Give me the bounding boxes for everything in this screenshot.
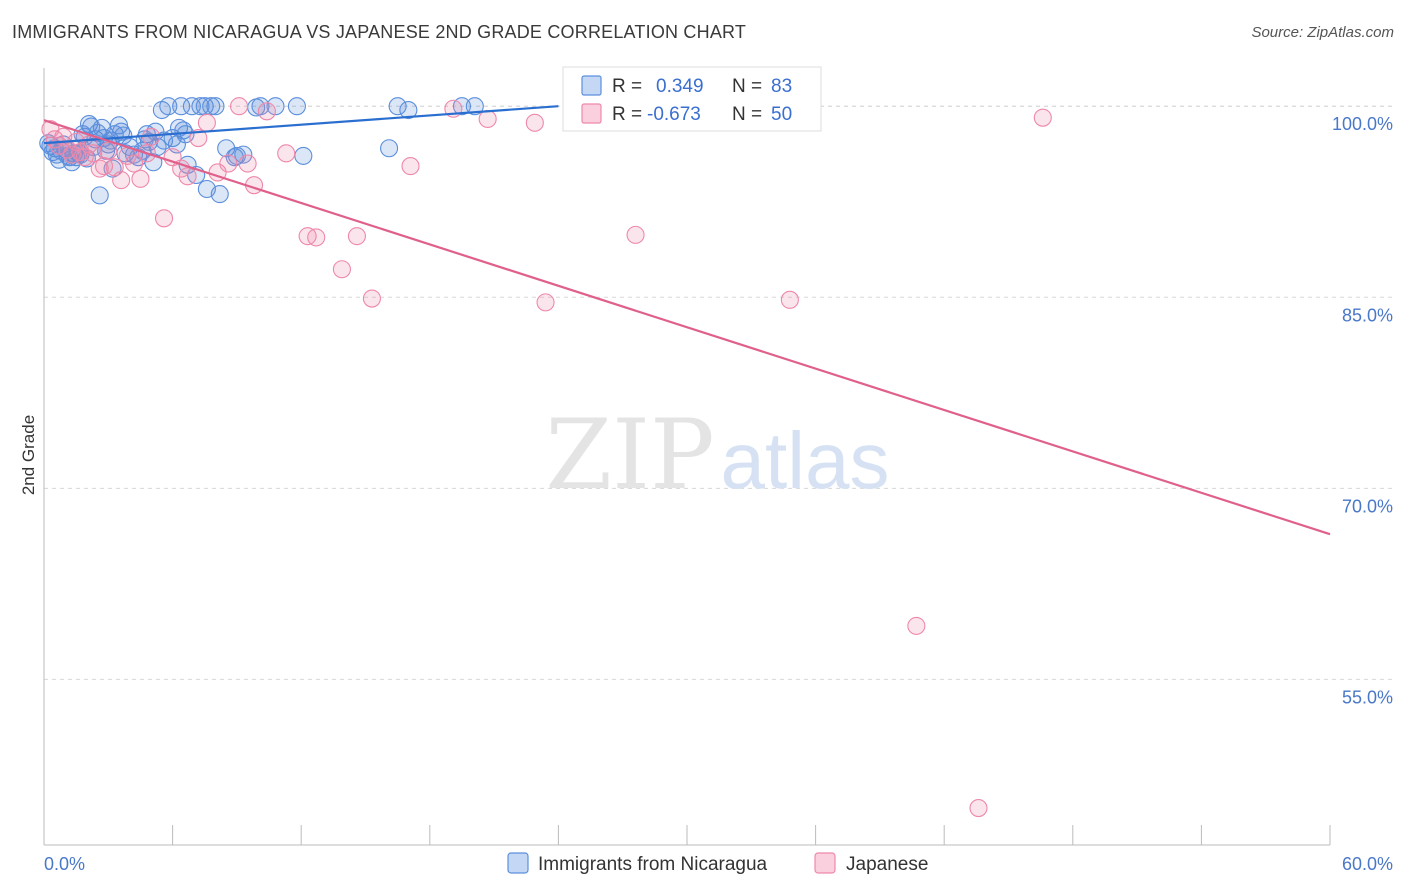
point-japanese — [189, 129, 208, 148]
legend-swatch-pink — [581, 103, 602, 124]
point-japanese — [257, 102, 276, 121]
legend-r-value-pink: -0.673 — [647, 104, 701, 125]
point-japanese — [229, 97, 249, 116]
point-japanese — [154, 209, 174, 228]
bottom-legend-swatch-pink — [814, 852, 836, 874]
y-tick-label: 85.0% — [1342, 305, 1393, 325]
point-nicaragua — [388, 97, 407, 116]
watermark: ZIP atlas — [545, 399, 889, 511]
point-nicaragua — [206, 97, 225, 116]
trendline-nicaragua — [43, 105, 559, 145]
axes-layer: 100.0% 85.0% 70.0% 55.0% 0.0% 60.0% — [43, 68, 1393, 874]
y-tick-label: 55.0% — [1342, 687, 1393, 707]
point-japanese — [307, 228, 326, 247]
legend-swatch-blue — [581, 75, 602, 96]
watermark-atlas: atlas — [721, 416, 890, 505]
point-nicaragua — [234, 145, 253, 164]
point-nicaragua — [210, 185, 229, 204]
point-japanese — [626, 225, 645, 244]
source-credit: Source: ZipAtlas.com — [1251, 24, 1394, 41]
legend-n-value-pink: 50 — [771, 104, 792, 125]
point-japanese — [780, 290, 799, 309]
point-japanese — [332, 260, 351, 279]
grid-layer — [44, 105, 1392, 680]
point-nicaragua — [287, 97, 306, 116]
point-japanese — [536, 293, 555, 312]
point-japanese — [1033, 108, 1052, 127]
point-nicaragua — [266, 97, 285, 116]
point-japanese — [478, 109, 497, 129]
trend-layer — [43, 105, 1331, 536]
point-japanese — [178, 167, 197, 186]
legend-n-value-blue: 83 — [771, 76, 792, 97]
y-tick-label: 70.0% — [1342, 496, 1393, 516]
legend-r-value-blue: 0.349 — [656, 76, 704, 97]
point-japanese — [172, 159, 191, 178]
point-japanese — [347, 227, 366, 246]
point-japanese — [969, 799, 988, 818]
watermark-zip: ZIP — [545, 399, 714, 511]
point-japanese — [112, 171, 131, 190]
point-nicaragua — [294, 146, 313, 165]
trendline-japanese — [43, 119, 1331, 536]
point-japanese — [401, 157, 420, 176]
x-tick-label-min: 0.0% — [44, 854, 85, 874]
point-nicaragua — [191, 97, 210, 116]
bottom-legend-label-blue: Immigrants from Nicaragua — [538, 854, 768, 875]
point-nicaragua — [90, 186, 109, 205]
point-japanese — [277, 144, 296, 163]
legend-n-label-blue: N = — [732, 76, 762, 97]
x-tick-label-max: 60.0% — [1342, 854, 1393, 874]
point-japanese — [197, 113, 216, 132]
point-nicaragua — [114, 126, 133, 145]
chart-title: IMMIGRANTS FROM NICARAGUA VS JAPANESE 2N… — [12, 22, 747, 42]
point-japanese — [124, 154, 144, 173]
point-japanese — [362, 289, 381, 308]
point-nicaragua — [172, 97, 191, 116]
legend-r-label-pink: R = — [612, 104, 642, 125]
point-nicaragua — [148, 137, 167, 157]
point-japanese — [99, 141, 118, 160]
y-axis-label: 2nd Grade — [19, 415, 38, 495]
bottom-legend-swatch-blue — [507, 852, 529, 874]
y-tick-label: 100.0% — [1332, 114, 1393, 134]
bottom-legend-label-pink: Japanese — [846, 854, 928, 875]
point-japanese — [525, 113, 544, 132]
point-nicaragua — [465, 97, 484, 116]
point-nicaragua — [202, 97, 221, 116]
point-japanese — [131, 169, 150, 188]
correlation-legend: R = 0.349 N = 83 R = -0.673 N = 50 — [562, 66, 822, 132]
point-nicaragua — [399, 100, 418, 120]
point-japanese — [219, 154, 238, 173]
point-nicaragua — [380, 139, 399, 158]
point-japanese — [238, 154, 257, 173]
legend-n-label-pink: N = — [732, 104, 762, 125]
legend-box — [562, 66, 822, 132]
point-japanese — [84, 144, 103, 163]
point-nicaragua — [159, 97, 178, 116]
legend-r-label-blue: R = — [612, 76, 642, 97]
point-japanese — [907, 616, 926, 635]
bottom-legend: Immigrants from Nicaragua Japanese — [507, 852, 928, 875]
